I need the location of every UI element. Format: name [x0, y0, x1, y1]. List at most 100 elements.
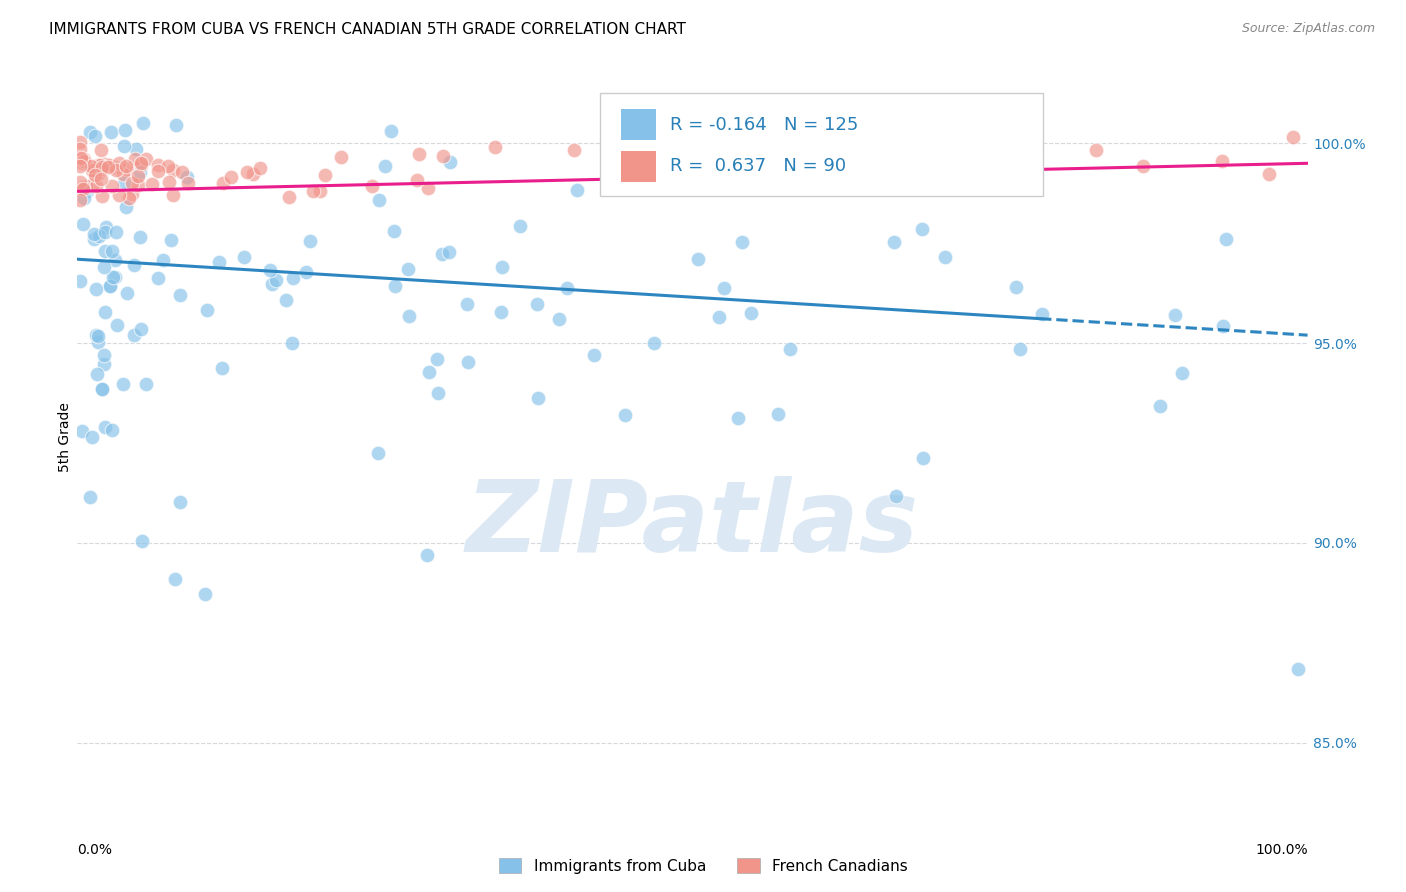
- Point: [131, 158, 153, 172]
- Point: [643, 336, 665, 351]
- Point: [101, 423, 124, 437]
- Point: [195, 303, 218, 318]
- Point: [194, 587, 217, 601]
- Point: [76, 181, 98, 195]
- Point: [94, 225, 117, 239]
- Point: [1212, 319, 1234, 334]
- Point: [602, 161, 624, 176]
- Point: [103, 160, 125, 174]
- Point: [211, 176, 233, 190]
- Point: [380, 124, 402, 138]
- Point: [884, 489, 907, 503]
- Point: [93, 348, 115, 362]
- Point: [1215, 232, 1237, 246]
- Point: [170, 165, 193, 179]
- Point: [84, 128, 107, 143]
- Point: [111, 167, 134, 181]
- Point: [260, 277, 283, 292]
- Point: [75, 178, 97, 193]
- Point: [720, 167, 742, 181]
- Point: [526, 297, 548, 311]
- Bar: [621, 110, 655, 140]
- Point: [731, 235, 754, 250]
- Point: [329, 150, 352, 164]
- Point: [89, 229, 111, 244]
- Point: [713, 280, 735, 294]
- Point: [437, 245, 460, 260]
- Point: [69, 274, 91, 288]
- Point: [416, 548, 439, 562]
- Bar: [621, 151, 655, 182]
- Point: [70, 425, 93, 439]
- Point: [157, 175, 180, 189]
- Point: [427, 385, 450, 400]
- Point: [105, 225, 128, 239]
- Point: [211, 361, 233, 376]
- Point: [817, 139, 839, 153]
- Text: 0.0%: 0.0%: [77, 843, 112, 857]
- Point: [457, 355, 479, 369]
- Point: [679, 148, 702, 162]
- Point: [84, 327, 107, 342]
- Point: [108, 187, 131, 202]
- Point: [98, 278, 121, 293]
- Point: [115, 285, 138, 300]
- Point: [115, 159, 138, 173]
- Point: [883, 235, 905, 250]
- Point: [93, 260, 115, 274]
- Point: [132, 116, 155, 130]
- Point: [1164, 309, 1187, 323]
- Point: [121, 186, 143, 201]
- Point: [90, 382, 112, 396]
- Point: [98, 158, 121, 172]
- Point: [80, 178, 103, 192]
- Point: [83, 232, 105, 246]
- Point: [688, 252, 710, 266]
- Text: IMMIGRANTS FROM CUBA VS FRENCH CANADIAN 5TH GRADE CORRELATION CHART: IMMIGRANTS FROM CUBA VS FRENCH CANADIAN …: [49, 22, 686, 37]
- Point: [426, 351, 449, 366]
- Point: [76, 184, 98, 198]
- Point: [299, 234, 322, 248]
- Point: [374, 160, 396, 174]
- Point: [93, 244, 115, 258]
- Point: [367, 193, 389, 207]
- Point: [72, 152, 94, 166]
- Text: 100.0%: 100.0%: [1256, 843, 1308, 857]
- Point: [934, 250, 956, 264]
- Point: [1286, 662, 1309, 676]
- Point: [141, 177, 163, 191]
- Point: [405, 172, 427, 186]
- Point: [108, 155, 131, 169]
- Point: [165, 119, 187, 133]
- Point: [157, 159, 180, 173]
- Point: [100, 125, 122, 139]
- Text: ZIPatlas: ZIPatlas: [465, 476, 920, 574]
- Point: [69, 175, 91, 189]
- Point: [97, 160, 120, 174]
- Point: [84, 169, 107, 183]
- Point: [614, 408, 637, 422]
- Point: [122, 328, 145, 343]
- Point: [72, 179, 94, 194]
- Point: [73, 153, 96, 168]
- Point: [418, 365, 440, 379]
- Point: [163, 573, 186, 587]
- Point: [1010, 343, 1032, 357]
- Point: [877, 143, 900, 157]
- Point: [105, 318, 128, 333]
- Point: [146, 158, 169, 172]
- Point: [610, 146, 633, 161]
- Point: [807, 169, 830, 184]
- Point: [1084, 143, 1107, 157]
- Y-axis label: 5th Grade: 5th Grade: [58, 402, 72, 472]
- Point: [932, 134, 955, 148]
- Point: [146, 163, 169, 178]
- Point: [308, 184, 330, 198]
- Point: [90, 161, 112, 175]
- Point: [69, 193, 91, 207]
- Point: [124, 152, 146, 166]
- Point: [135, 377, 157, 392]
- Point: [208, 255, 231, 269]
- Point: [83, 163, 105, 178]
- Point: [295, 265, 318, 279]
